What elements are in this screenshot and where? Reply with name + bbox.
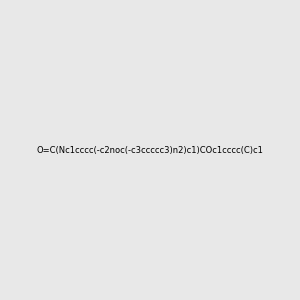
Text: O=C(Nc1cccc(-c2noc(-c3ccccc3)n2)c1)COc1cccc(C)c1: O=C(Nc1cccc(-c2noc(-c3ccccc3)n2)c1)COc1c… <box>37 146 263 154</box>
